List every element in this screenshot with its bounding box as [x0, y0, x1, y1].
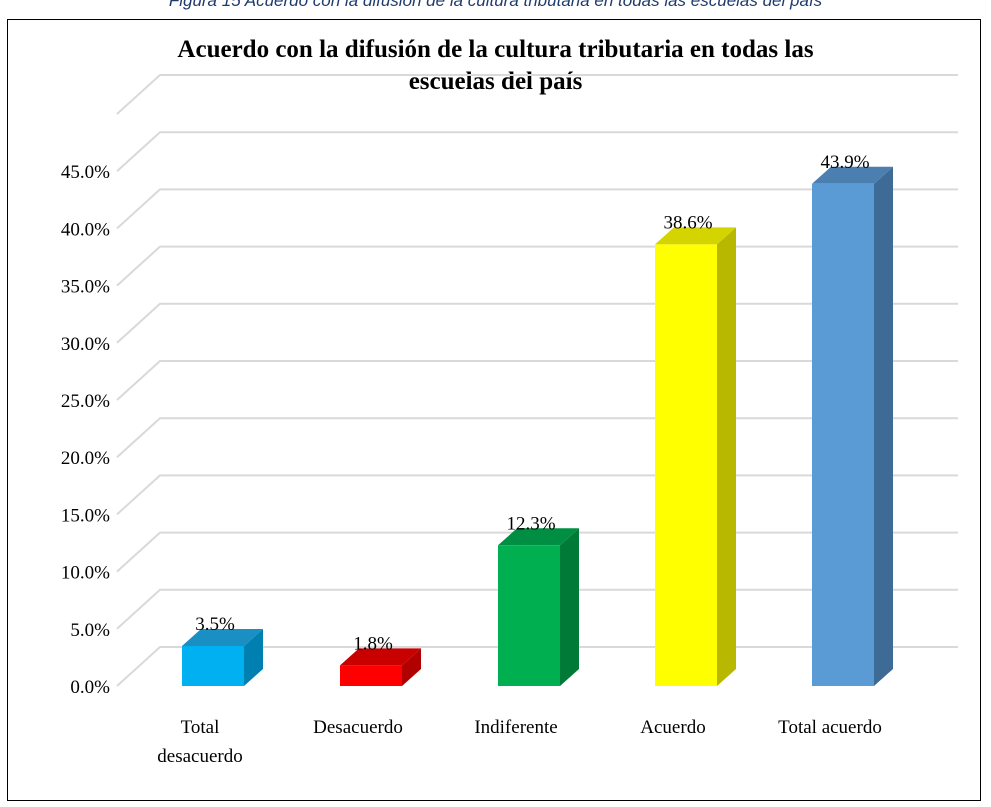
y-tick-label: 10.0% — [61, 563, 110, 584]
bar — [182, 645, 244, 686]
chart-title: Acuerdo con la difusión de la cultura tr… — [0, 34, 991, 98]
bar-top — [812, 166, 893, 184]
y-tick-label: 15.0% — [61, 505, 110, 526]
y-tick-label: 45.0% — [61, 162, 110, 183]
category-label: Acuerdo — [640, 717, 705, 738]
gridline — [116, 188, 958, 230]
category-label: Desacuerdo — [313, 717, 403, 738]
bar-side — [874, 166, 893, 686]
y-tick-label: 20.0% — [61, 448, 110, 469]
bar-side — [717, 227, 736, 686]
bar — [812, 183, 874, 686]
bar — [498, 545, 560, 686]
data-label: 12.3% — [506, 513, 555, 534]
bar-top — [655, 227, 736, 245]
y-tick-label: 30.0% — [61, 334, 110, 355]
category-label: Total acuerdo — [778, 717, 882, 738]
bar-top — [340, 648, 421, 666]
gridline — [116, 74, 958, 115]
y-tick-label: 35.0% — [61, 277, 110, 298]
bar-side — [244, 628, 263, 686]
gridline — [116, 131, 958, 172]
bar-top — [498, 528, 579, 546]
y-tick-label: 0.0% — [70, 677, 110, 698]
chart-title-line-1: Acuerdo con la difusión de la cultura tr… — [177, 36, 814, 63]
category-label: Total — [181, 717, 220, 738]
chart-title-line-2: escuelas del país — [408, 68, 583, 95]
category-label: Indiferente — [474, 717, 557, 738]
bar-side — [560, 528, 579, 686]
data-label: 3.5% — [195, 614, 235, 635]
bar-side — [402, 648, 421, 686]
data-label: 43.9% — [820, 152, 869, 173]
data-label: 1.8% — [353, 633, 393, 654]
bar — [340, 665, 402, 686]
category-label: desacuerdo — [157, 746, 242, 767]
figure-caption: Figura 15 Acuerdo con la difusión de la … — [168, 0, 823, 10]
data-label: 38.6% — [663, 212, 712, 233]
y-tick-label: 5.0% — [70, 620, 110, 641]
bar — [655, 244, 717, 686]
bar-top — [182, 628, 263, 646]
y-tick-label: 40.0% — [61, 219, 110, 240]
y-tick-label: 25.0% — [61, 391, 110, 412]
